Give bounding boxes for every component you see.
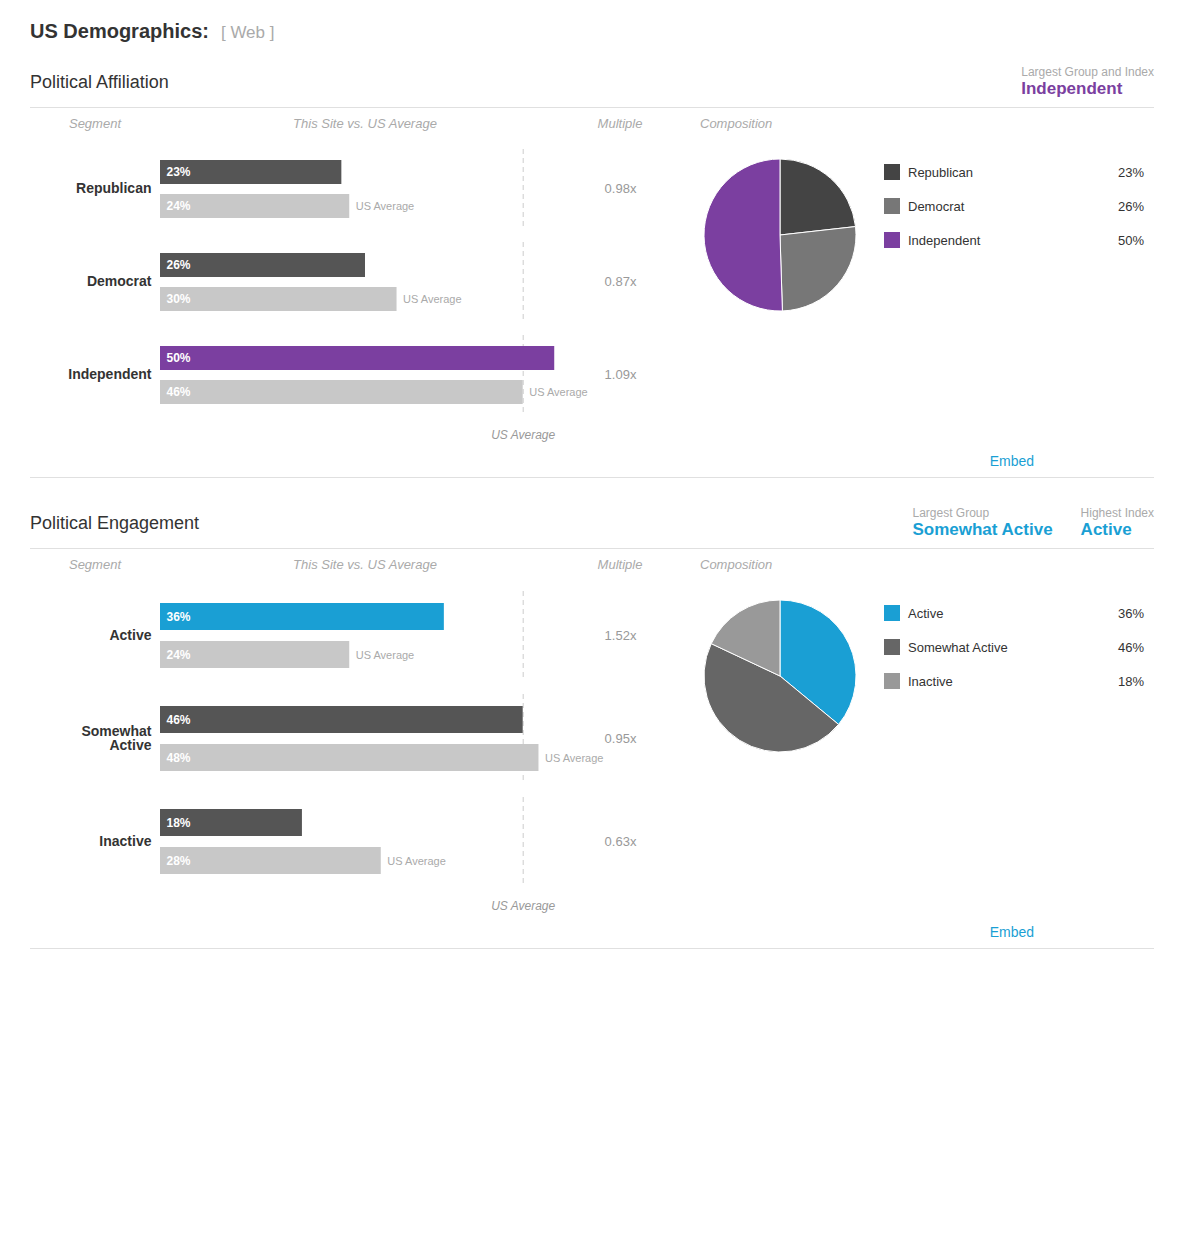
html-text:23%: 23% — [1118, 164, 1144, 180]
svg-text:26%: 26% — [167, 258, 191, 272]
html-text:Segment: Segment — [69, 116, 121, 131]
svg-text:Democrat: Democrat — [87, 273, 152, 289]
html-text:Multiple: Multiple — [597, 116, 643, 131]
html-text:This Site vs. US Average: This Site vs. US Average — [293, 116, 437, 131]
html-text:46%: 46% — [1118, 639, 1144, 655]
html-text:Segment: Segment — [69, 557, 121, 572]
html-text:Somewhat Active: Somewhat Active — [908, 639, 1008, 655]
svg-text:0.87x: 0.87x — [605, 274, 637, 289]
svg-text:US Average: US Average — [529, 386, 588, 398]
html-text:Largest Group and Index: Largest Group and Index — [1021, 65, 1154, 79]
svg-text:Inactive: Inactive — [99, 833, 151, 849]
svg-text:Republican: Republican — [76, 180, 151, 196]
svg-text:US Average: US Average — [545, 752, 604, 764]
html-text:Independent: Independent — [908, 232, 981, 248]
html-text:[ Web ]: [ Web ] — [220, 23, 275, 42]
svg-text:50%: 50% — [167, 351, 191, 365]
svg-text:46%: 46% — [167, 385, 191, 399]
svg-text:48%: 48% — [167, 751, 191, 765]
html-text:Highest Index: Highest Index — [1080, 506, 1154, 520]
html-text:Political Affiliation: Political Affiliation — [30, 71, 169, 92]
html-text:Composition: Composition — [700, 557, 773, 572]
svg-text:US Average: US Average — [403, 293, 462, 305]
html-text:Embed: Embed — [989, 453, 1034, 469]
svg-text:US Average: US Average — [387, 855, 446, 867]
svg-text:0.63x: 0.63x — [605, 834, 637, 849]
svg-text:24%: 24% — [167, 199, 191, 213]
html-text:Largest Group: Largest Group — [912, 506, 990, 520]
html-text:50%: 50% — [1118, 232, 1144, 248]
svg-text:0.98x: 0.98x — [605, 181, 637, 196]
html-text:Independent: Independent — [1021, 79, 1123, 98]
svg-text:24%: 24% — [167, 648, 191, 662]
html-text:Somewhat Active: Somewhat Active — [912, 520, 1053, 539]
html-text:Democrat: Democrat — [908, 198, 965, 214]
svg-text:28%: 28% — [167, 854, 191, 868]
svg-text:US Average: US Average — [356, 649, 415, 661]
html-text:18%: 18% — [1118, 673, 1144, 689]
svg-text:46%: 46% — [167, 713, 191, 727]
svg-text:0.95x: 0.95x — [605, 731, 637, 746]
html-text:Multiple: Multiple — [597, 557, 643, 572]
html-text:Political Engagement: Political Engagement — [30, 512, 200, 533]
html-text:Inactive: Inactive — [908, 673, 953, 689]
svg-text:23%: 23% — [167, 165, 191, 179]
html-text:26%: 26% — [1118, 198, 1144, 214]
svg-text:SomewhatActive: SomewhatActive — [81, 723, 151, 753]
html-text:US Demographics:: US Demographics: — [30, 20, 209, 42]
svg-text:1.09x: 1.09x — [605, 367, 637, 382]
html-text:This Site vs. US Average: This Site vs. US Average — [293, 557, 437, 572]
svg-text:1.52x: 1.52x — [605, 628, 637, 643]
html-text:Republican: Republican — [908, 164, 973, 180]
svg-text:US Average: US Average — [356, 200, 415, 212]
html-text:Embed: Embed — [989, 924, 1034, 940]
svg-text:30%: 30% — [167, 292, 191, 306]
svg-text:US Average: US Average — [491, 899, 555, 913]
html-text:36%: 36% — [1118, 605, 1144, 621]
html-text:Active: Active — [908, 605, 944, 621]
html-text:Composition: Composition — [700, 116, 773, 131]
svg-text:US Average: US Average — [491, 428, 555, 442]
html-text:Active: Active — [1080, 520, 1132, 539]
svg-text:18%: 18% — [167, 816, 191, 830]
svg-text:Independent: Independent — [68, 366, 152, 382]
svg-text:36%: 36% — [167, 610, 191, 624]
svg-text:Active: Active — [109, 627, 151, 643]
